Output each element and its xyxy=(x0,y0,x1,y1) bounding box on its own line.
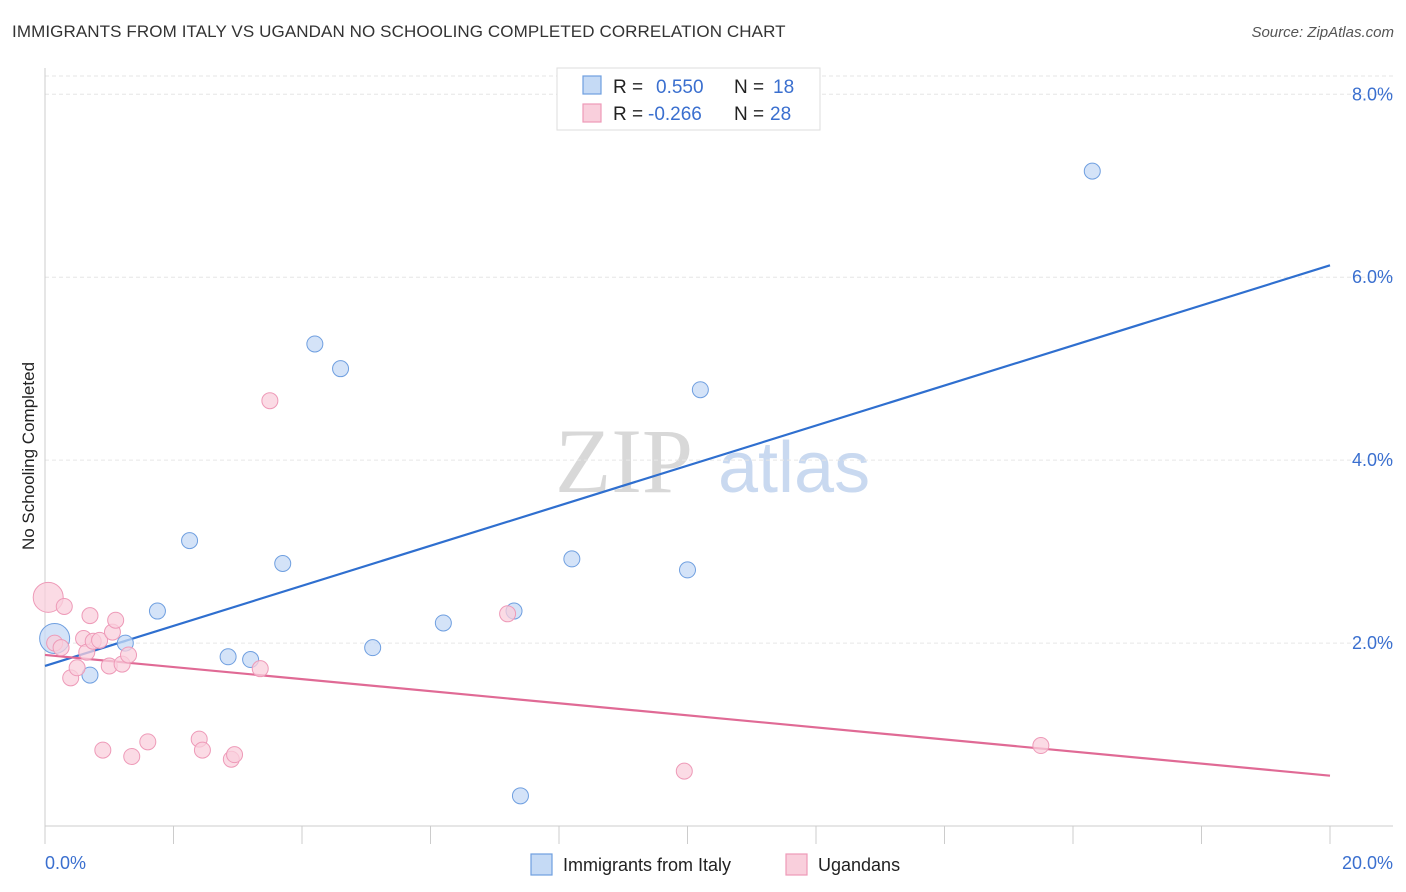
watermark: ZIP atlas xyxy=(555,410,870,512)
point-ugandans xyxy=(52,639,70,657)
point-ugandans xyxy=(68,659,86,677)
series-legend: Immigrants from Italy Ugandans xyxy=(530,853,900,876)
point-ugandans xyxy=(261,392,279,410)
tick-labels: 2.0% 4.0% 6.0% 8.0% 0.0% 20.0% xyxy=(45,84,1393,873)
x-tick-label-max: 20.0% xyxy=(1342,853,1393,873)
point-italy xyxy=(332,360,350,378)
trend-lines xyxy=(44,264,1331,777)
series-legend-label-italy: Immigrants from Italy xyxy=(563,855,731,875)
series-legend-swatch-ugandans xyxy=(785,853,808,876)
trend-line-italy xyxy=(44,264,1331,667)
point-italy xyxy=(434,614,452,632)
point-italy xyxy=(181,532,199,550)
point-ugandans xyxy=(81,607,99,625)
point-italy xyxy=(219,648,237,666)
legend-n-value-ugandans: 28 xyxy=(770,104,791,125)
series-legend-swatch-italy xyxy=(530,853,553,876)
legend-n-value-italy: 18 xyxy=(773,77,794,98)
legend-r-label-italy: R = xyxy=(613,77,643,98)
point-ugandans xyxy=(120,646,138,664)
legend-swatch-italy xyxy=(582,75,602,95)
watermark-zip: ZIP xyxy=(555,410,693,512)
watermark-atlas: atlas xyxy=(718,428,870,508)
point-ugandans xyxy=(251,660,269,678)
correlation-legend: R = 0.550 N = 18 R = -0.266 N = 28 xyxy=(556,67,821,131)
point-ugandans xyxy=(1032,737,1050,755)
point-italy xyxy=(679,561,696,579)
y-tick-label: 2.0% xyxy=(1352,633,1393,653)
point-ugandans xyxy=(675,762,693,780)
point-italy xyxy=(274,555,292,572)
point-ugandans xyxy=(91,631,109,649)
point-italy xyxy=(691,381,709,399)
point-italy xyxy=(563,550,581,568)
point-ugandans xyxy=(499,605,517,623)
grid-lines xyxy=(45,75,1393,644)
point-ugandans xyxy=(55,597,73,615)
axes xyxy=(44,68,1393,844)
point-ugandans xyxy=(107,611,125,629)
point-ugandans xyxy=(139,733,157,751)
legend-r-value-ugandans: -0.266 xyxy=(648,104,702,125)
y-tick-label: 8.0% xyxy=(1352,84,1393,104)
legend-r-value-italy: 0.550 xyxy=(656,77,704,98)
point-ugandans xyxy=(193,741,211,759)
point-italy xyxy=(148,602,166,620)
point-italy xyxy=(1083,162,1101,180)
point-italy xyxy=(364,639,382,657)
point-italy xyxy=(306,335,324,353)
legend-n-label-italy: N = xyxy=(734,77,764,98)
point-ugandans xyxy=(32,581,64,613)
source-credit: Source: ZipAtlas.com xyxy=(1251,24,1394,41)
point-italy xyxy=(511,787,529,805)
legend-swatch-ugandans xyxy=(582,103,602,123)
chart-title: IMMIGRANTS FROM ITALY VS UGANDAN NO SCHO… xyxy=(12,22,786,41)
y-axis-label: No Schooling Completed xyxy=(19,362,38,550)
y-tick-label: 4.0% xyxy=(1352,450,1393,470)
point-italy xyxy=(81,666,99,684)
series-legend-label-ugandans: Ugandans xyxy=(818,855,900,875)
legend-r-label-ugandans: R = xyxy=(613,104,643,125)
data-points xyxy=(32,162,1101,805)
point-ugandans xyxy=(123,747,141,765)
x-tick-label-min: 0.0% xyxy=(45,853,86,873)
point-ugandans xyxy=(226,746,244,764)
y-tick-label: 6.0% xyxy=(1352,267,1393,287)
legend-n-label-ugandans: N = xyxy=(734,104,764,125)
point-ugandans xyxy=(94,741,112,759)
